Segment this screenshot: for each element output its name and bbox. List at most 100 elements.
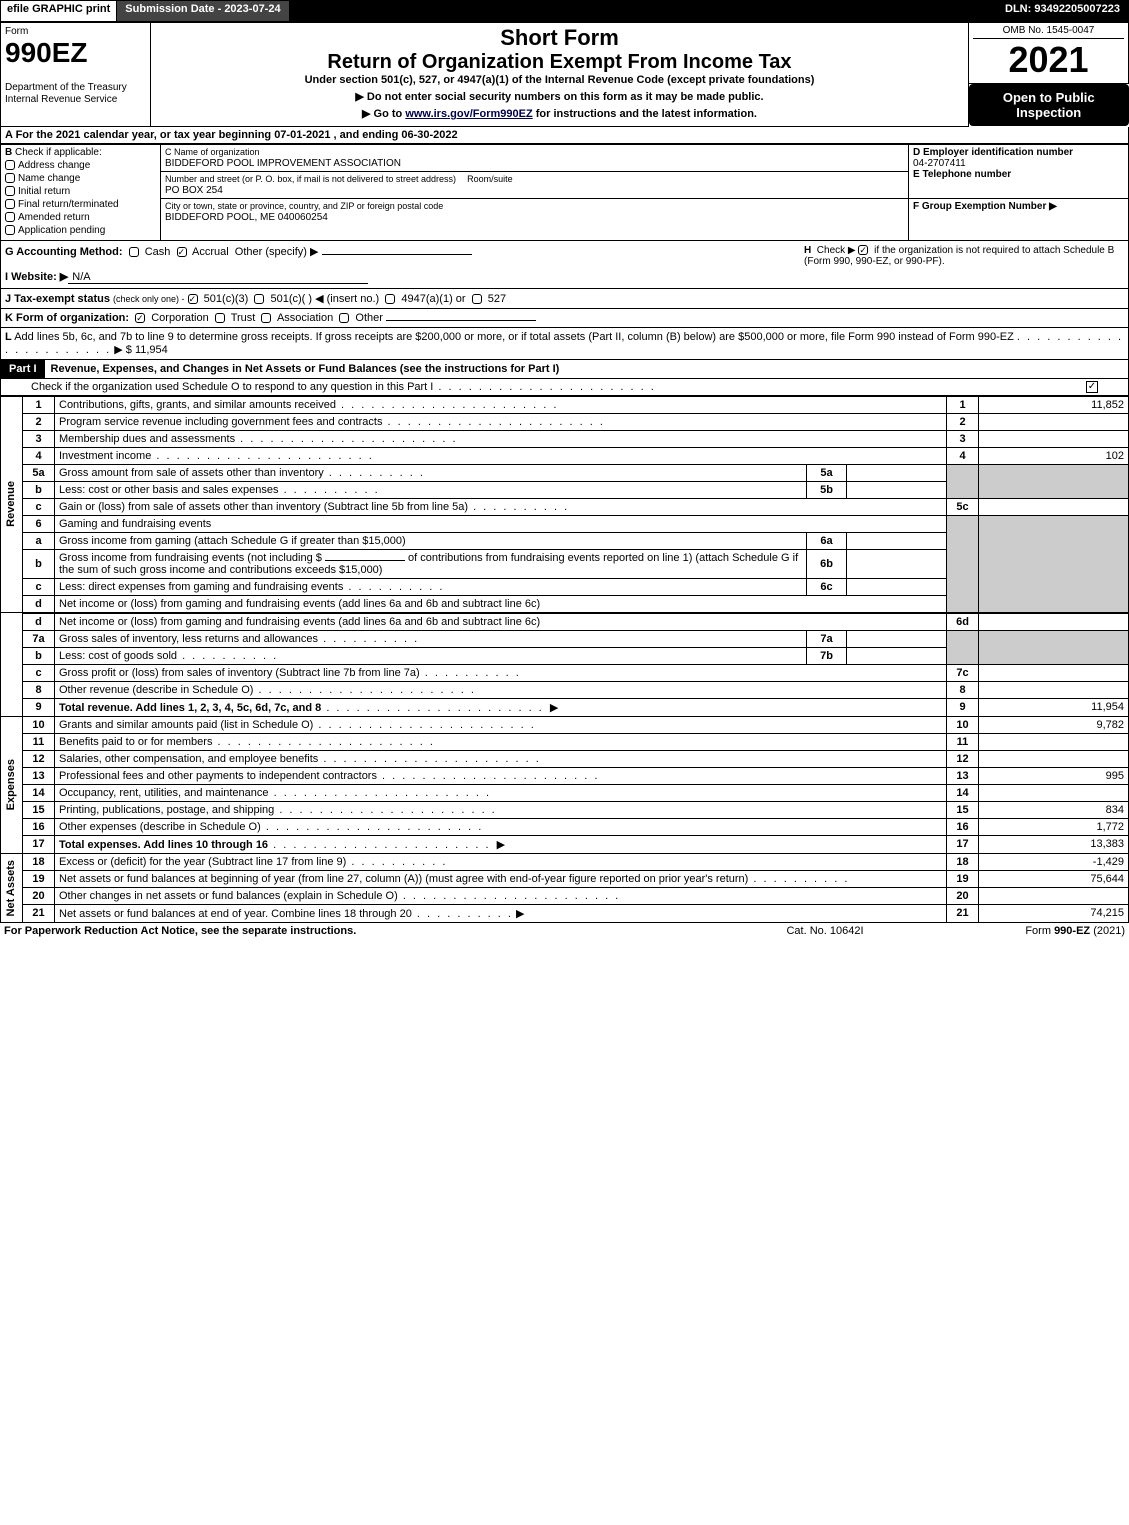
org-name: BIDDEFORD POOL IMPROVEMENT ASSOCIATION [165,158,401,169]
check-501c3[interactable] [188,294,198,304]
omb-number: OMB No. 1545-0047 [973,25,1124,39]
line-1: Revenue 1 Contributions, gifts, grants, … [1,396,1129,413]
line-11: 11 Benefits paid to or for members 11 [1,733,1129,750]
h-text-pre: Check ▶ [817,245,859,256]
part-1-title: Revenue, Expenses, and Changes in Net As… [45,360,1128,378]
check-o-text: Check if the organization used Schedule … [31,381,1086,393]
department-label: Department of the Treasury [5,82,127,93]
return-title: Return of Organization Exempt From Incom… [155,51,964,74]
check-501c[interactable] [254,294,264,304]
shaded-cell [979,464,1129,498]
check-application-pending[interactable]: Application pending [5,225,156,236]
line-4: 4 Investment income 4 102 [1,447,1129,464]
shaded-cell [947,630,979,664]
footer-left: For Paperwork Reduction Act Notice, see … [4,925,725,937]
check-other-org[interactable] [339,313,349,323]
other-specify-input[interactable] [322,254,472,255]
city-label: City or town, state or province, country… [165,201,443,211]
check-name-change[interactable]: Name change [5,173,156,184]
line-19: 19 Net assets or fund balances at beginn… [1,870,1129,887]
open-to-public-badge: Open to Public Inspection [969,84,1129,126]
goto-post: for instructions and the latest informat… [533,108,757,120]
footer: For Paperwork Reduction Act Notice, see … [0,923,1129,939]
check-527[interactable] [472,294,482,304]
line-16: 16 Other expenses (describe in Schedule … [1,818,1129,835]
line-5c: c Gain or (loss) from sale of assets oth… [1,498,1129,515]
line-21: 21 Net assets or fund balances at end of… [1,904,1129,922]
topbar-spacer [290,1,997,21]
top-bar: efile GRAPHIC print Submission Date - 20… [0,0,1129,22]
goto-pre: ▶ Go to [362,108,405,120]
check-final-return[interactable]: Final return/terminated [5,199,156,210]
opt-527: 527 [488,293,506,305]
check-trust[interactable] [215,313,225,323]
accrual-label: Accrual [192,246,229,258]
line-17: 17 Total expenses. Add lines 10 through … [1,835,1129,853]
row-l: L Add lines 5b, 6c, and 7b to line 9 to … [0,328,1129,360]
j-note: (check only one) - [113,294,185,304]
short-form-title: Short Form [155,25,964,51]
assoc-label: Association [277,312,333,324]
other-label: Other (specify) ▶ [235,246,319,258]
section-l-label: L [5,331,12,343]
section-g-label: G Accounting Method: [5,246,123,258]
check-association[interactable] [261,313,271,323]
footer-cat-no: Cat. No. 10642I [725,925,925,937]
check-cash[interactable] [129,247,139,257]
l-text: Add lines 5b, 6c, and 7b to line 9 to de… [14,331,1014,343]
l-arrow: ▶ $ [114,344,132,356]
revenue-side-label: Revenue [5,477,17,531]
other-org-label: Other [355,312,383,324]
subtitle: Under section 501(c), 527, or 4947(a)(1)… [155,74,964,86]
main-table-2: R d Net income or (loss) from gaming and… [0,613,1129,923]
line-7a: 7a Gross sales of inventory, less return… [1,630,1129,647]
check-o-box[interactable] [1086,381,1098,393]
check-initial-return[interactable]: Initial return [5,186,156,197]
line-6: 6 Gaming and fundraising events [1,515,1129,532]
line-14: 14 Occupancy, rent, utilities, and maint… [1,784,1129,801]
line-3: 3 Membership dues and assessments 3 [1,430,1129,447]
line-10: Expenses 10 Grants and similar amounts p… [1,716,1129,733]
check-schedule-b[interactable] [858,245,868,255]
street-label: Number and street (or P. O. box, if mail… [165,174,456,184]
part-1-check-o: Check if the organization used Schedule … [0,379,1129,396]
check-address-change[interactable]: Address change [5,160,156,171]
footer-right: Form 990-EZ (2021) [925,925,1125,937]
row-j: J Tax-exempt status (check only one) - 5… [0,289,1129,309]
header-table: Form 990EZ Department of the Treasury In… [0,22,1129,127]
line-15: 15 Printing, publications, postage, and … [1,801,1129,818]
line-18: Net Assets 18 Excess or (deficit) for th… [1,853,1129,870]
line-9: 9 Total revenue. Add lines 1, 2, 3, 4, 5… [1,698,1129,716]
website-value: N/A [68,271,368,284]
ein-value: 04-2707411 [913,158,966,169]
opt-501c3: 501(c)(3) [204,293,249,305]
part-1-header: Part I Revenue, Expenses, and Changes in… [0,360,1129,379]
goto-line: ▶ Go to www.irs.gov/Form990EZ for instru… [155,107,964,120]
expenses-side-label: Expenses [5,755,17,814]
shaded-cell [947,464,979,498]
check-amended-return[interactable]: Amended return [5,212,156,223]
line-6d-row: R d Net income or (loss) from gaming and… [1,613,1129,630]
irs-link[interactable]: www.irs.gov/Form990EZ [405,108,532,120]
section-e-label: E Telephone number [913,169,1011,180]
submission-date-label: Submission Date - 2023-07-24 [117,1,289,21]
fundraising-amount-input[interactable] [325,560,405,561]
irs-label: Internal Revenue Service [5,94,117,105]
line-8: 8 Other revenue (describe in Schedule O)… [1,681,1129,698]
form-number: 990EZ [5,37,88,68]
row-k: K Form of organization: Corporation Trus… [0,309,1129,328]
section-i-label: I Website: ▶ [5,271,68,283]
efile-print-label[interactable]: efile GRAPHIC print [1,1,117,21]
other-org-input[interactable] [386,320,536,321]
opt-501c: 501(c)( ) ◀ (insert no.) [270,293,379,305]
check-corporation[interactable] [135,313,145,323]
shaded-cell [979,630,1129,664]
ssn-warning: ▶ Do not enter social security numbers o… [155,90,964,103]
check-if-applicable: Check if applicable: [15,147,102,158]
section-h-label: H [804,245,811,256]
line-13: 13 Professional fees and other payments … [1,767,1129,784]
cash-label: Cash [145,246,171,258]
check-4947[interactable] [385,294,395,304]
check-accrual[interactable] [177,247,187,257]
section-c-label: C Name of organization [165,147,260,157]
